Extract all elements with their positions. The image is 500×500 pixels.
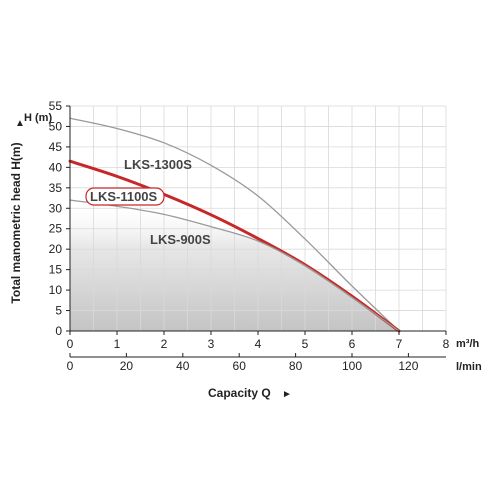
x-tick-label-m3h: 2 <box>161 337 168 351</box>
x-tick-label-m3h: 1 <box>114 337 121 351</box>
series-label-lks-1300s: LKS-1300S <box>124 157 192 172</box>
y-tick-label: 0 <box>55 324 62 338</box>
y-tick-label: 30 <box>49 201 63 215</box>
x-tick-label-lmin: 100 <box>342 359 362 373</box>
y-tick-label: 25 <box>49 222 63 236</box>
x-tick-label-lmin: 60 <box>233 359 247 373</box>
y-tick-label: 10 <box>49 283 63 297</box>
y-axis-arrow-icon: ▲ <box>15 118 25 129</box>
y-tick-label: 20 <box>49 242 63 256</box>
x-tick-label-lmin: 120 <box>398 359 418 373</box>
series-line-lks-1300s <box>69 117 400 332</box>
x-tick-label-m3h: 3 <box>208 337 215 351</box>
y-tick-label: 40 <box>49 160 63 174</box>
y-tick-label: 55 <box>49 99 63 113</box>
axes <box>66 105 447 358</box>
x-tick-label-m3h: 6 <box>349 337 356 351</box>
x-tick-label-m3h: 7 <box>396 337 403 351</box>
y-tick-label: 35 <box>49 181 63 195</box>
curves <box>68 117 401 333</box>
y-axis-title: Total manometric head H(m) <box>9 142 23 303</box>
y-tick-label: 15 <box>49 263 63 277</box>
x-axis-title: Capacity Q <box>208 386 271 400</box>
series-label-lks-1100s: LKS-1100S <box>90 189 158 204</box>
x-tick-label-lmin: 40 <box>176 359 190 373</box>
x-axis-unit-top: m³/h <box>456 338 480 350</box>
x-tick-label-m3h: 8 <box>443 337 450 351</box>
series-label-lks-900s: LKS-900S <box>150 232 211 247</box>
y-axis-unit: H (m) <box>24 112 52 124</box>
x-tick-label-m3h: 5 <box>302 337 309 351</box>
y-tick-label: 5 <box>55 304 62 318</box>
x-tick-label-lmin: 80 <box>289 359 303 373</box>
x-tick-label-lmin: 20 <box>120 359 134 373</box>
series-line-lks-900s <box>69 199 400 332</box>
x-tick-label-lmin: 0 <box>67 359 74 373</box>
series-line-lks-1100s <box>68 159 401 333</box>
x-axis-unit-bottom: l/min <box>456 361 482 373</box>
series-label-highlight <box>85 187 165 206</box>
x-axis-arrow-icon: ► <box>282 389 292 400</box>
x-tick-label-m3h: 4 <box>255 337 262 351</box>
y-tick-label: 50 <box>49 119 63 133</box>
series-labels: LKS-1300S LKS-1100S LKS-900S <box>85 157 211 247</box>
x-tick-label-m3h: 0 <box>67 337 74 351</box>
y-tick-label: 45 <box>49 140 63 154</box>
